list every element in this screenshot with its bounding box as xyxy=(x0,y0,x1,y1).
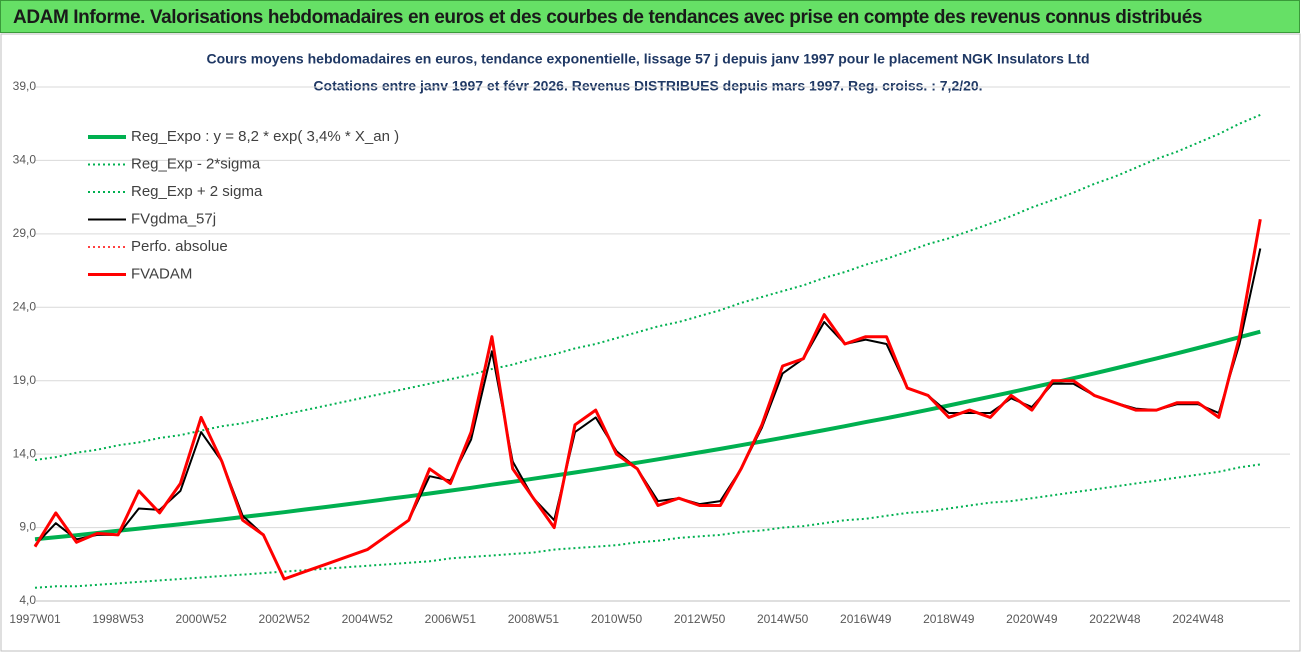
x-tick-label: 2010W50 xyxy=(591,612,643,626)
y-tick-label: 14,0 xyxy=(13,446,37,460)
series-line xyxy=(34,113,1261,461)
legend-label: Reg_Exp - 2*sigma xyxy=(131,155,261,172)
banner: ADAM Informe. Valorisations hebdomadaire… xyxy=(0,0,1300,33)
series-line xyxy=(34,463,1261,589)
x-tick-label: 2002W52 xyxy=(259,612,311,626)
series-line xyxy=(34,329,1261,542)
x-tick-label: 2020W49 xyxy=(1006,612,1058,626)
x-tick-label: 1997W01 xyxy=(9,612,61,626)
legend-label: Perfo. absolue xyxy=(131,238,228,255)
chart-border xyxy=(0,33,1301,652)
x-tick-label: 2018W49 xyxy=(923,612,975,626)
legend-label: Reg_Expo : y = 8,2 * exp( 3,4% * X_an ) xyxy=(131,128,399,145)
x-tick-label: 2012W50 xyxy=(674,612,726,626)
series-line xyxy=(34,248,1262,580)
y-tick-label: 9,0 xyxy=(19,520,36,534)
y-tick-label: 4,0 xyxy=(19,593,36,607)
x-tick-label: 1998W53 xyxy=(92,612,144,626)
x-tick-label: 2014W50 xyxy=(757,612,809,626)
chart-subtitle: Cotations entre janv 1997 et févr 2026. … xyxy=(313,78,982,94)
x-tick-label: 2016W49 xyxy=(840,612,892,626)
series-line xyxy=(33,218,1262,581)
y-tick-label: 39,0 xyxy=(13,79,37,93)
legend-label: Reg_Exp + 2 sigma xyxy=(131,183,263,200)
x-tick-label: 2006W51 xyxy=(425,612,477,626)
x-tick-label: 2004W52 xyxy=(342,612,394,626)
y-tick-label: 19,0 xyxy=(13,373,37,387)
chart-title: Cours moyens hebdomadaires en euros, ten… xyxy=(206,51,1089,67)
y-tick-label: 34,0 xyxy=(13,153,37,167)
chart: Cours moyens hebdomadaires en euros, ten… xyxy=(0,33,1301,652)
x-tick-label: 2022W48 xyxy=(1089,612,1141,626)
x-tick-label: 2024W48 xyxy=(1172,612,1224,626)
y-tick-label: 24,0 xyxy=(13,299,37,313)
y-tick-label: 29,0 xyxy=(13,226,37,240)
x-tick-label: 2000W52 xyxy=(175,612,227,626)
legend-label: FVgdma_57j xyxy=(131,210,216,227)
x-tick-label: 2008W51 xyxy=(508,612,560,626)
legend-label: FVADAM xyxy=(131,265,192,282)
